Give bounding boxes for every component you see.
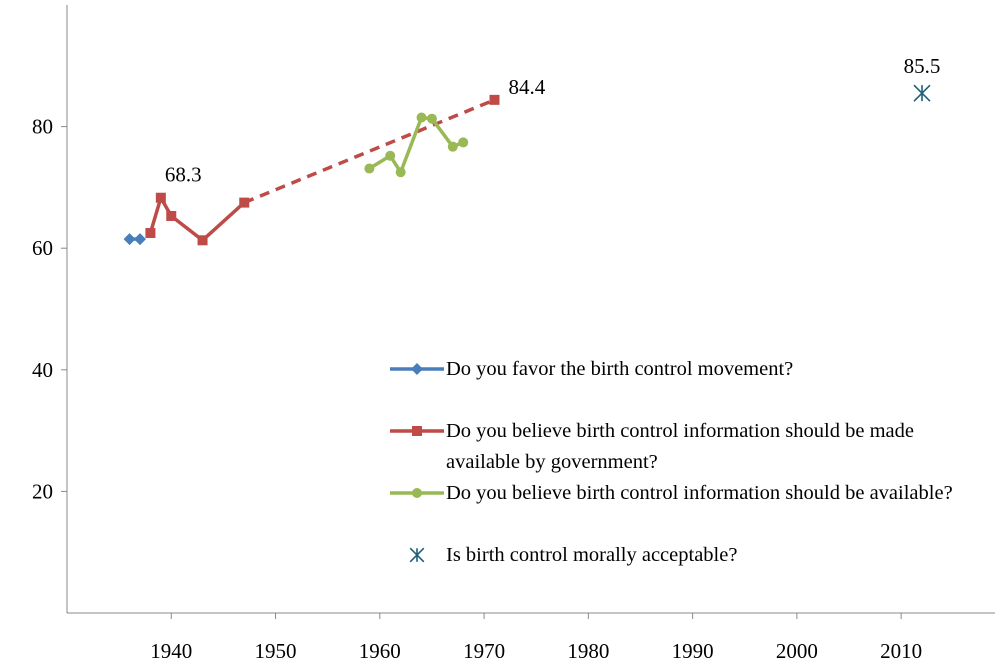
marker	[123, 233, 136, 246]
x-tick-label: 1960	[359, 639, 401, 663]
legend-icon	[390, 363, 444, 375]
y-tick-label: 60	[32, 236, 53, 260]
data-label: 84.4	[509, 75, 546, 99]
x-tick-label: 2010	[880, 639, 922, 663]
legend-entry: Do you favor the birth control movement?	[388, 354, 998, 416]
marker	[145, 228, 156, 238]
y-tick-label: 40	[32, 358, 53, 382]
marker	[395, 167, 406, 178]
legend-icon	[409, 547, 425, 563]
marker	[412, 488, 422, 498]
marker	[155, 192, 166, 203]
legend-icon	[390, 488, 444, 498]
legend-label: Do you believe birth control information…	[446, 482, 953, 504]
x-tick-label: 1940	[150, 639, 192, 663]
line-segment	[430, 117, 455, 148]
marker	[913, 84, 931, 102]
data-label: 85.5	[904, 54, 941, 78]
marker	[426, 113, 437, 124]
legend-label: Is birth control morally acceptable?	[446, 544, 738, 566]
legend: Do you favor the birth control movement?…	[388, 354, 998, 602]
marker	[447, 141, 458, 152]
x-tick-label: 1970	[463, 639, 505, 663]
marker	[489, 94, 500, 105]
y-tick-label: 80	[32, 115, 53, 139]
line-segment	[201, 201, 246, 242]
marker	[385, 150, 396, 161]
marker	[412, 426, 422, 436]
legend-entry: Is birth control morally acceptable?	[388, 540, 998, 602]
marker	[458, 137, 469, 148]
legend-entry: Do you believe birth control information…	[388, 416, 998, 478]
legend-label: Do you favor the birth control movement?	[446, 358, 794, 380]
legend-icon	[390, 426, 444, 436]
line-segment	[148, 197, 163, 234]
line-segment	[243, 98, 496, 205]
legend-entry: Do you believe birth control information…	[388, 478, 998, 540]
marker	[239, 197, 250, 208]
x-tick-label: 1990	[672, 639, 714, 663]
x-tick-label: 2000	[776, 639, 818, 663]
legend-label: Do you believe birth control information…	[446, 420, 914, 473]
x-tick-label: 1950	[255, 639, 297, 663]
y-tick-label: 20	[32, 479, 53, 503]
data-label: 68.3	[165, 163, 202, 187]
marker	[166, 210, 177, 221]
x-tick-label: 1980	[567, 639, 609, 663]
marker	[364, 163, 375, 174]
marker	[416, 112, 427, 123]
marker	[409, 547, 425, 563]
marker	[133, 233, 146, 246]
marker	[411, 363, 423, 375]
marker	[197, 235, 208, 246]
line-segment	[399, 116, 424, 173]
line-segment	[170, 214, 204, 242]
